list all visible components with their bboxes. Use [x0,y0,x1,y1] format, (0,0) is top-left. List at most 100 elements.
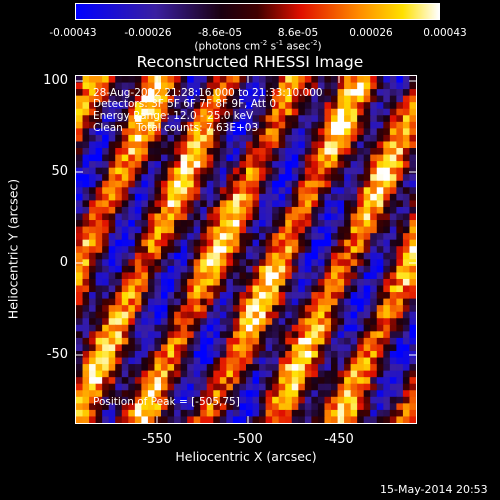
image-pixel [304,331,312,339]
image-pixel [344,115,352,123]
image-pixel [213,174,221,182]
image-pixel [167,285,175,293]
image-pixel [344,174,352,182]
image-pixel [95,370,103,378]
image-pixel [213,213,221,221]
image-pixel [370,174,378,182]
image-pixel [376,298,384,306]
image-pixel [370,324,378,332]
image-pixel [298,285,306,293]
image-pixel [285,383,293,391]
image-pixel [357,226,365,234]
image-pixel [383,331,391,339]
image-pixel [337,292,345,300]
image-pixel [219,272,227,280]
image-pixel [272,383,280,391]
image-pixel [232,89,241,97]
image-pixel [82,233,90,241]
image-pixel [180,416,188,423]
image-pixel [402,403,411,411]
image-pixel [259,134,267,143]
image-pixel [206,180,214,188]
image-pixel [239,409,247,418]
image-pixel [89,265,97,274]
image-pixel [291,409,299,418]
image-pixel [174,318,182,326]
image-pixel [115,233,123,241]
image-pixel [232,337,241,346]
image-pixel [193,102,201,110]
image-pixel [324,278,332,287]
image-pixel [134,337,142,346]
image-pixel [147,108,156,116]
image-pixel [350,246,358,254]
image-pixel [357,285,365,293]
image-pixel [285,350,293,359]
image-pixel [102,357,110,365]
image-pixel [206,246,214,254]
image-pixel [363,233,371,241]
image-pixel [357,193,365,201]
image-pixel [291,128,299,136]
image-pixel [304,390,312,398]
image-pixel [259,148,267,156]
image-pixel [252,233,260,241]
image-pixel [383,259,391,267]
image-pixel [187,121,195,129]
image-pixel [108,108,116,116]
image-pixel [174,141,182,149]
image-pixel [272,331,280,339]
image-pixel [239,95,247,103]
image-pixel [219,95,227,103]
image-pixel [193,121,201,129]
image-pixel [121,344,129,352]
image-pixel [259,324,267,332]
image-pixel [272,370,280,378]
image-pixel [76,187,84,195]
image-pixel [396,377,404,385]
image-pixel [134,102,142,110]
image-pixel [174,233,182,241]
image-pixel [187,128,195,136]
image-pixel [147,403,156,411]
image-pixel [102,278,110,287]
image-pixel [350,252,358,260]
image-pixel [76,167,84,175]
image-pixel [298,134,306,143]
image-pixel [259,246,267,254]
image-pixel [89,285,97,293]
image-pixel [389,180,397,188]
image-pixel [128,141,136,149]
image-pixel [154,154,162,162]
image-pixel [187,409,195,418]
image-pixel [376,344,384,352]
image-pixel [357,272,365,280]
image-pixel [376,134,384,143]
image-pixel [370,311,378,319]
image-pixel [259,226,267,234]
image-pixel [193,396,201,404]
image-pixel [311,167,319,175]
image-pixel [161,233,169,241]
image-pixel [206,95,214,103]
image-pixel [396,324,404,332]
image-pixel [232,226,241,234]
image-pixel [180,193,188,201]
image-pixel [278,193,286,201]
image-pixel [108,292,116,300]
image-pixel [239,180,247,188]
image-pixel [252,305,260,313]
image-pixel [213,383,221,391]
image-pixel [383,89,391,97]
image-pixel [331,416,339,423]
image-pixel [161,278,169,287]
image-pixel [344,344,352,352]
image-pixel [357,206,365,215]
image-pixel [331,226,339,234]
image-pixel [265,403,273,411]
image-pixel [167,167,175,175]
image-pixel [154,337,162,346]
image-pixel [108,259,116,267]
image-pixel [108,187,116,195]
image-pixel [344,89,352,97]
